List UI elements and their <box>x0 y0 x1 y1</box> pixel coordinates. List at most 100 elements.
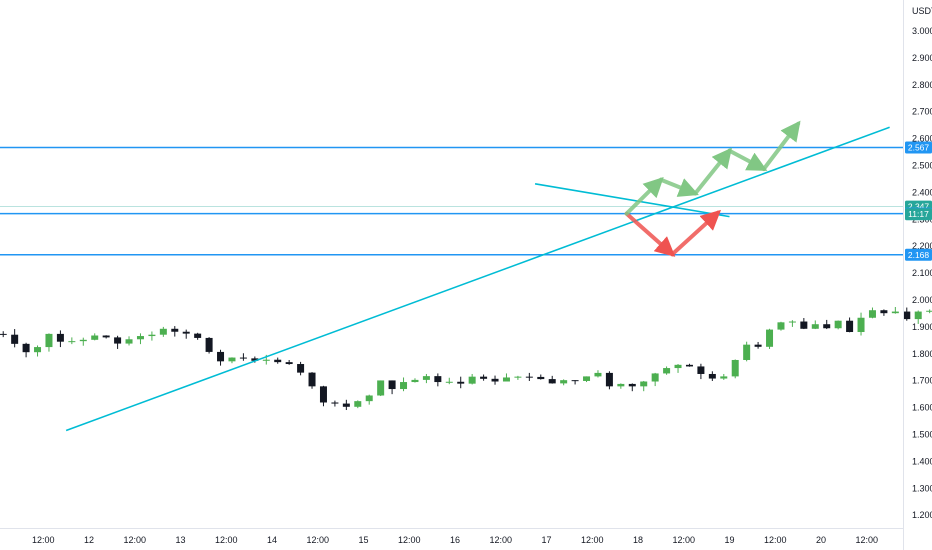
candle-body <box>502 377 510 382</box>
candle <box>766 328 774 349</box>
projection-arrow-6[interactable] <box>761 120 801 171</box>
candle <box>743 341 751 362</box>
x-tick-label: 12:00 <box>764 535 787 545</box>
candle-body <box>834 320 842 329</box>
candle-body <box>125 339 133 344</box>
candle-body <box>422 376 430 380</box>
candle <box>148 331 156 341</box>
trendline-1[interactable] <box>534 183 730 218</box>
candle-body <box>79 339 87 342</box>
candle-body <box>434 376 442 383</box>
candle <box>903 307 911 321</box>
candle <box>926 309 932 314</box>
candle-body <box>331 402 339 404</box>
candle-body <box>251 358 259 361</box>
trendlines <box>65 126 890 432</box>
y-tick-label: 2.600 <box>912 134 932 144</box>
candle <box>502 373 510 382</box>
y-tick-label: 1.300 <box>912 483 932 493</box>
candle-body <box>491 378 499 382</box>
candle-body <box>685 364 693 367</box>
candle-body <box>182 331 190 334</box>
projection-arrow-5[interactable] <box>727 148 768 171</box>
candle <box>0 331 7 338</box>
horizontal-levels <box>0 146 904 256</box>
projection-arrow-4[interactable] <box>693 147 733 196</box>
candle <box>491 375 499 385</box>
candle <box>628 383 636 392</box>
candle-body <box>697 366 705 374</box>
x-tick-label: 12:00 <box>672 535 695 545</box>
currency-label: USDT <box>912 6 932 16</box>
candle <box>914 310 922 324</box>
candle-body <box>22 343 30 353</box>
y-tick-label: 1.900 <box>912 322 932 332</box>
candle-body <box>0 333 7 335</box>
y-tick-label: 2.000 <box>912 295 932 305</box>
candle <box>68 337 76 345</box>
candle-body <box>217 351 225 362</box>
candle-body <box>262 359 270 361</box>
projection-arrow-0[interactable] <box>624 211 676 257</box>
candle <box>285 359 293 365</box>
y-tick-label: 2.200 <box>912 241 932 251</box>
x-tick-label: 16 <box>450 535 460 545</box>
candle-body <box>605 372 613 387</box>
candle <box>56 330 64 348</box>
candle <box>45 333 53 352</box>
candle <box>297 361 305 376</box>
candle-body <box>674 364 682 369</box>
candle <box>445 377 453 385</box>
y-tick-label: 1.600 <box>912 403 932 413</box>
candle <box>617 383 625 389</box>
candle-body <box>525 376 533 378</box>
candle <box>228 357 236 364</box>
candle-body <box>788 321 796 323</box>
candle <box>834 320 842 330</box>
countdown-badge: 11:17 <box>905 208 932 221</box>
candle <box>651 372 659 387</box>
candle-body <box>720 376 728 379</box>
candle <box>205 337 213 354</box>
candle-body <box>628 383 636 387</box>
x-tick-label: 13 <box>175 535 185 545</box>
candle <box>811 320 819 330</box>
candle <box>331 400 339 407</box>
candle <box>125 336 133 346</box>
candle-body <box>777 322 785 330</box>
candle <box>79 337 87 346</box>
candle-body <box>102 335 110 338</box>
candle-body <box>571 380 579 382</box>
x-tick-label: 12:00 <box>32 535 55 545</box>
candle-body <box>903 311 911 320</box>
candle <box>457 376 465 389</box>
candle <box>594 370 602 378</box>
y-tick-label: 2.700 <box>912 107 932 117</box>
projection-arrows <box>624 120 801 257</box>
candle <box>571 380 579 385</box>
candle <box>708 371 716 381</box>
candle-body <box>823 324 831 329</box>
candle <box>731 359 739 379</box>
candle-body <box>45 333 53 348</box>
y-tick-label: 2.100 <box>912 268 932 278</box>
candle-body <box>514 376 522 378</box>
projection-arrow-2[interactable] <box>624 176 664 216</box>
candle <box>880 309 888 316</box>
candle-body <box>880 310 888 314</box>
candle-body <box>34 347 42 353</box>
candle <box>560 379 568 386</box>
projection-arrow-1[interactable] <box>670 209 722 257</box>
candle <box>514 375 522 380</box>
price-badge: 2.567 <box>905 141 932 154</box>
candle-body <box>411 379 419 383</box>
projection-arrow-3[interactable] <box>658 177 699 197</box>
time-axis: 12:00 12 12:00 13 12:00 14 12:00 15 12:00 16 12:00… <box>32 535 878 545</box>
y-tick-label: 2.800 <box>912 80 932 90</box>
candle <box>136 333 144 345</box>
y-tick-label: 1.200 <box>912 510 932 520</box>
x-tick-label: 14 <box>267 535 277 545</box>
candle <box>868 307 876 319</box>
trendline-0[interactable] <box>65 126 890 432</box>
